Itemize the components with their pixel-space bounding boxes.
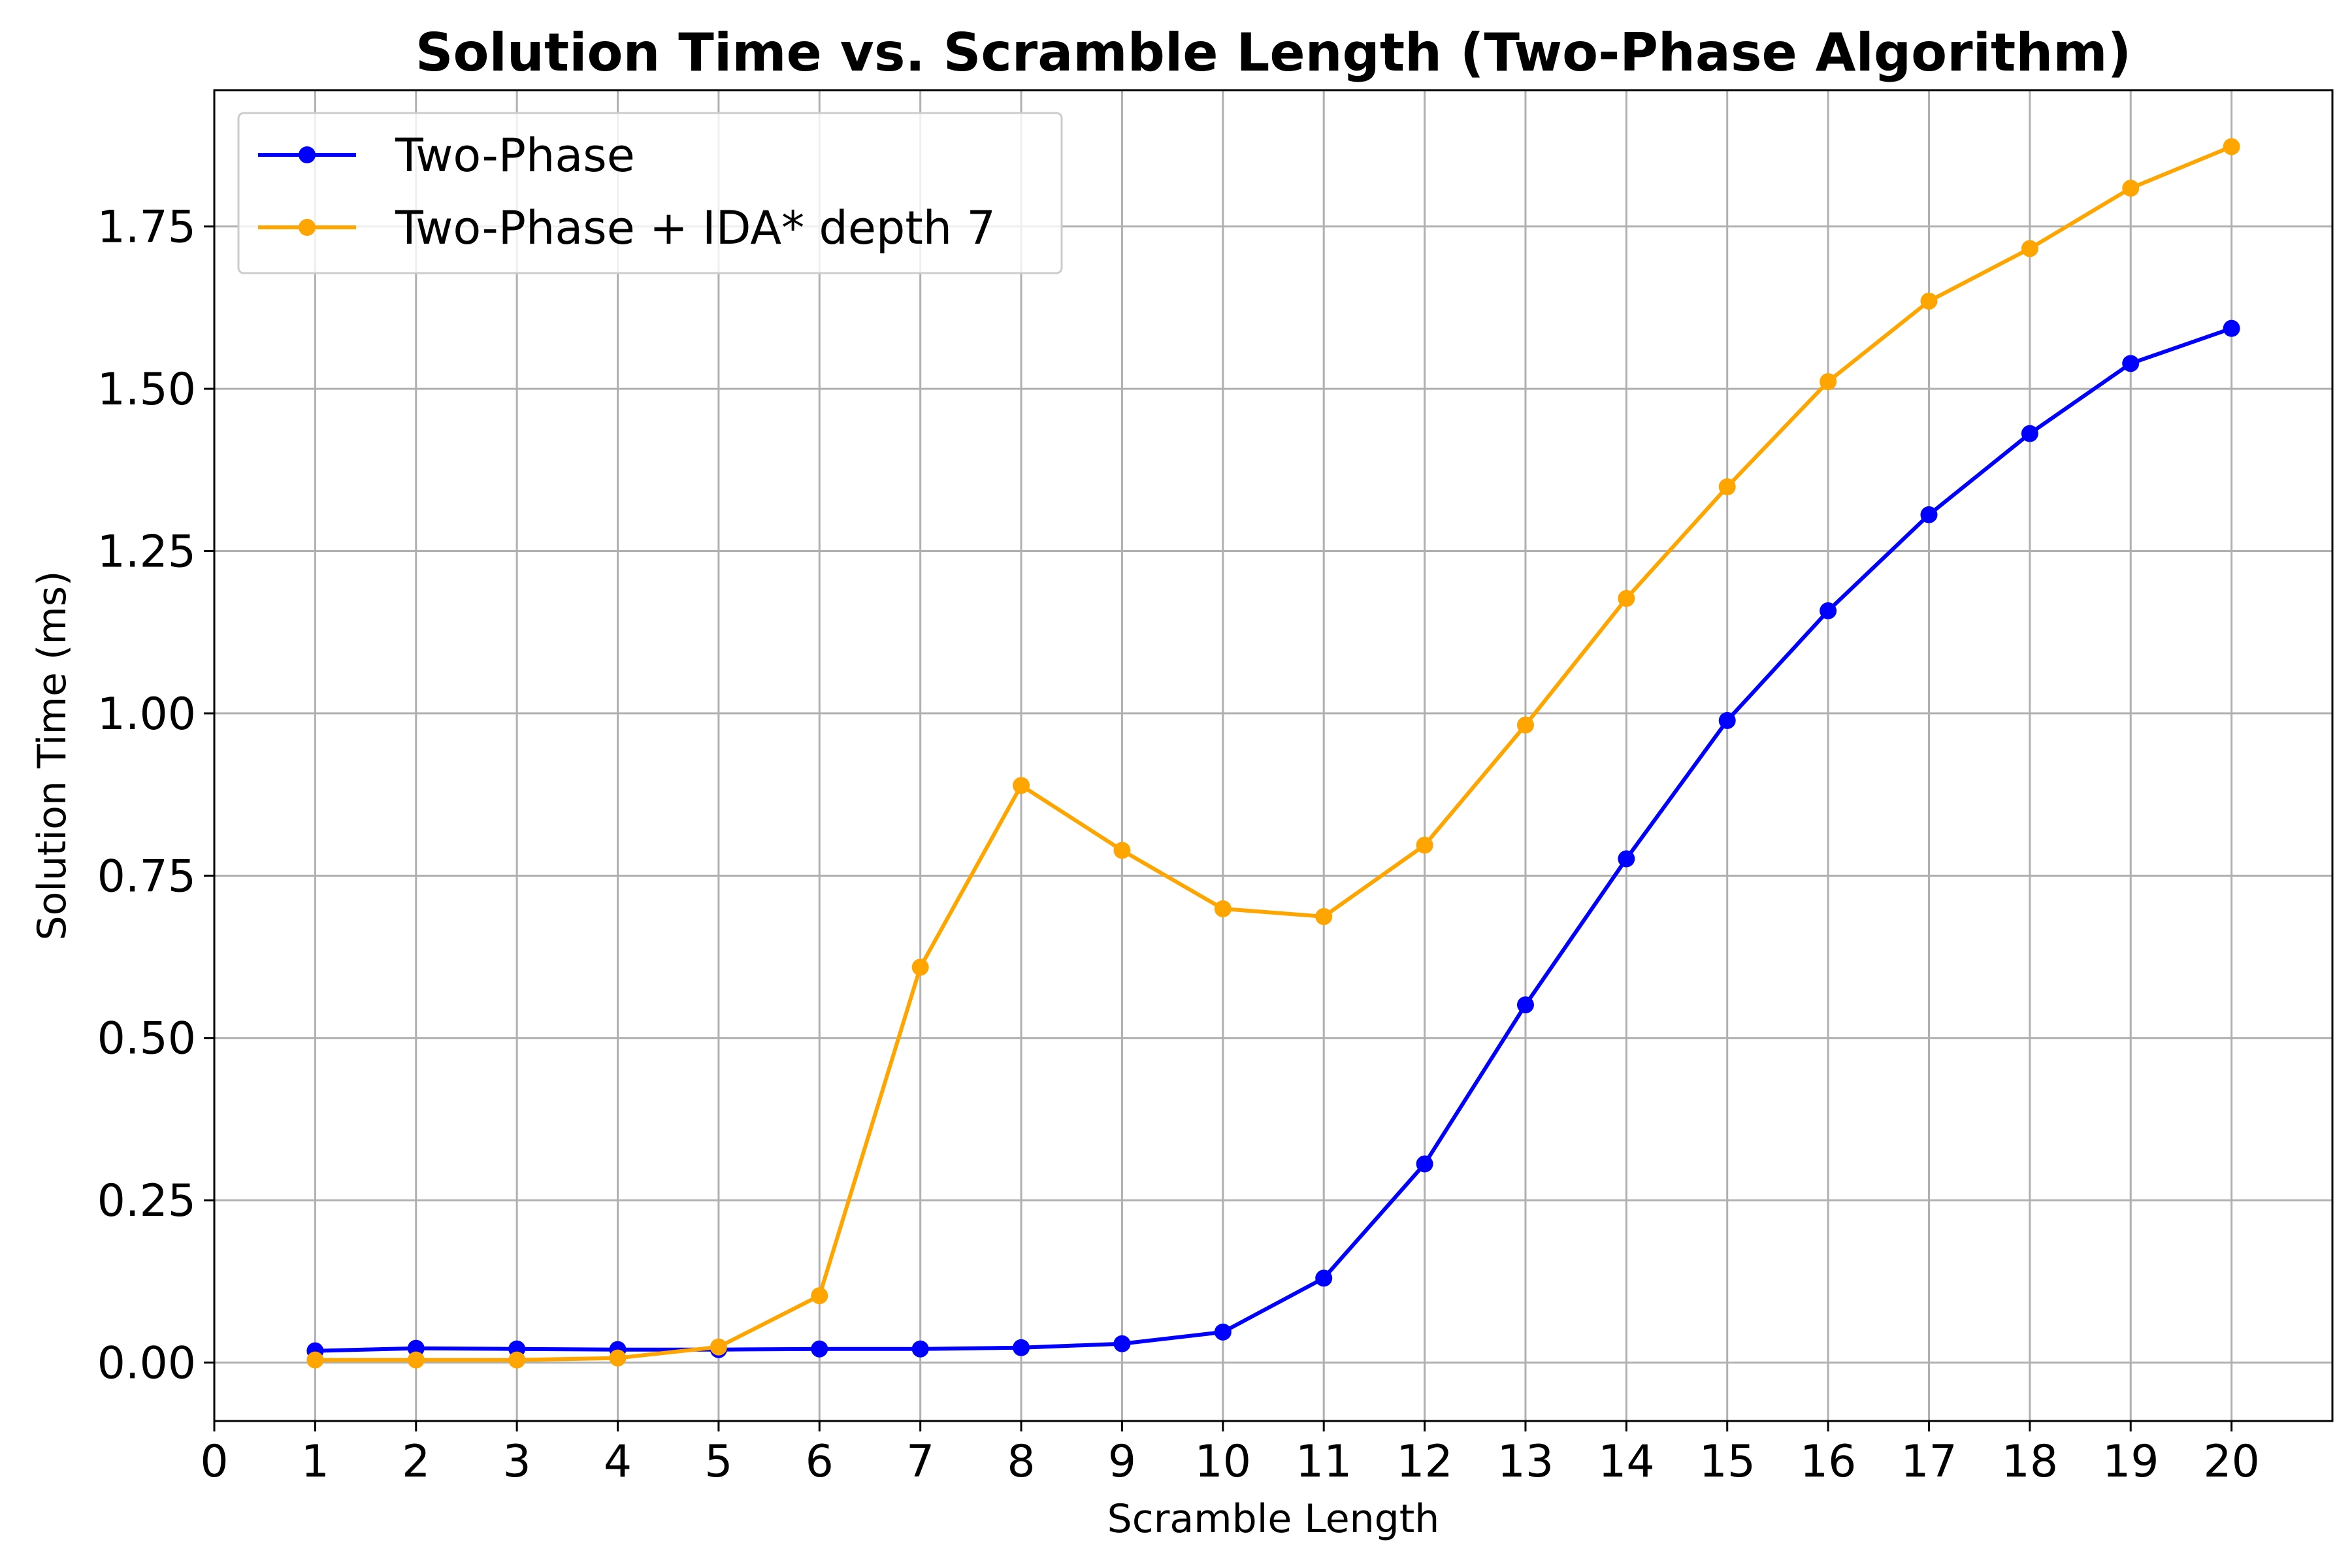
y-tick-label: 0.25 (97, 1175, 196, 1227)
data-point-two-phase-ida (1013, 777, 1030, 794)
data-point-two-phase (1718, 711, 1736, 729)
data-point-two-phase-ida (2223, 138, 2240, 155)
legend-marker-two-phase-ida (299, 219, 316, 236)
data-point-two-phase (911, 1340, 929, 1358)
data-point-two-phase (1416, 1155, 1433, 1173)
x-tick-label: 14 (1598, 1436, 1655, 1488)
x-tick-label: 18 (2002, 1436, 2059, 1488)
data-point-two-phase (407, 1339, 425, 1357)
data-point-two-phase-ida (2021, 240, 2038, 257)
series-layer (306, 138, 2240, 1369)
legend-marker-two-phase (299, 146, 316, 163)
y-tick-label: 1.00 (97, 689, 196, 740)
chart-title: Solution Time vs. Scramble Length (Two-P… (416, 22, 2131, 83)
x-tick-label: 16 (1800, 1436, 1857, 1488)
y-tick-label: 1.75 (97, 202, 196, 253)
data-point-two-phase-ida (1113, 841, 1131, 859)
legend-box (237, 112, 1063, 274)
x-tick-label: 0 (200, 1436, 228, 1488)
data-point-two-phase (1820, 602, 1837, 619)
data-point-two-phase (1920, 506, 1938, 523)
data-point-two-phase-ida (911, 958, 929, 976)
series-line-two-phase-ida (315, 144, 2232, 1362)
data-point-two-phase (1618, 850, 1635, 868)
y-tick-label: 1.50 (97, 364, 196, 416)
grid-layer (213, 90, 2332, 1421)
x-tick-label: 6 (806, 1436, 834, 1488)
data-point-two-phase-ida (1618, 590, 1635, 608)
data-point-two-phase (1315, 1269, 1333, 1287)
data-point-two-phase-ida (407, 1351, 425, 1369)
x-tick-label: 12 (1396, 1436, 1453, 1488)
y-tick-label: 0.75 (97, 851, 196, 902)
data-point-two-phase-ida (609, 1349, 627, 1367)
ticks-layer: 0 1 2 3 4 5 6 7 8 9 10 11 12 13 14 15 16 17 18 19 200.000.25… (97, 202, 2260, 1488)
y-tick-label: 0.00 (97, 1338, 196, 1390)
data-point-two-phase-ida (1416, 836, 1433, 854)
data-point-two-phase (811, 1340, 828, 1358)
x-tick-label: 10 (1195, 1436, 1252, 1488)
data-point-two-phase-ida (508, 1351, 526, 1369)
x-tick-label: 7 (906, 1436, 934, 1488)
data-point-two-phase-ida (1315, 907, 1333, 925)
y-tick-label: 0.50 (97, 1013, 196, 1065)
data-point-two-phase (2021, 425, 2038, 442)
data-point-two-phase (1113, 1335, 1131, 1352)
plot-frame (213, 89, 2334, 1422)
x-tick-label: 19 (2102, 1436, 2159, 1488)
x-axis-label: Scramble Length (1107, 1496, 1440, 1542)
data-point-two-phase (2223, 319, 2240, 337)
data-point-two-phase-ida (1516, 716, 1534, 734)
x-tick-label: 1 (301, 1436, 329, 1488)
data-point-two-phase-ida (306, 1351, 324, 1369)
data-point-two-phase-ida (1920, 292, 1938, 310)
legend: Two-Phase Two-Phase + IDA* depth 7 (237, 112, 1063, 274)
data-point-two-phase-ida (2122, 180, 2140, 197)
data-point-two-phase (1214, 1323, 1232, 1341)
data-point-two-phase (1013, 1339, 1030, 1356)
x-tick-label: 13 (1497, 1436, 1554, 1488)
x-tick-label: 15 (1699, 1436, 1756, 1488)
x-tick-label: 3 (503, 1436, 531, 1488)
data-point-two-phase (1516, 996, 1534, 1014)
legend-label-two-phase-ida: Two-Phase + IDA* depth 7 (395, 201, 996, 255)
y-axis-label: Solution Time (ms) (29, 571, 75, 941)
x-tick-label: 4 (604, 1436, 632, 1488)
data-point-two-phase-ida (1718, 478, 1736, 496)
x-tick-label: 20 (2203, 1436, 2260, 1488)
x-tick-label: 8 (1007, 1436, 1035, 1488)
x-tick-label: 5 (704, 1436, 732, 1488)
data-point-two-phase-ida (1214, 900, 1232, 918)
data-point-two-phase-ida (1820, 373, 1837, 391)
data-point-two-phase-ida (811, 1287, 828, 1305)
x-tick-label: 9 (1108, 1436, 1136, 1488)
data-point-two-phase (2122, 355, 2140, 372)
x-tick-label: 17 (1901, 1436, 1957, 1488)
legend-label-two-phase: Two-Phase (395, 129, 635, 182)
x-tick-label: 2 (402, 1436, 430, 1488)
data-point-two-phase-ida (710, 1338, 727, 1356)
x-tick-label: 11 (1296, 1436, 1352, 1488)
series-line-two-phase (315, 326, 2232, 1353)
y-tick-label: 1.25 (97, 526, 196, 578)
